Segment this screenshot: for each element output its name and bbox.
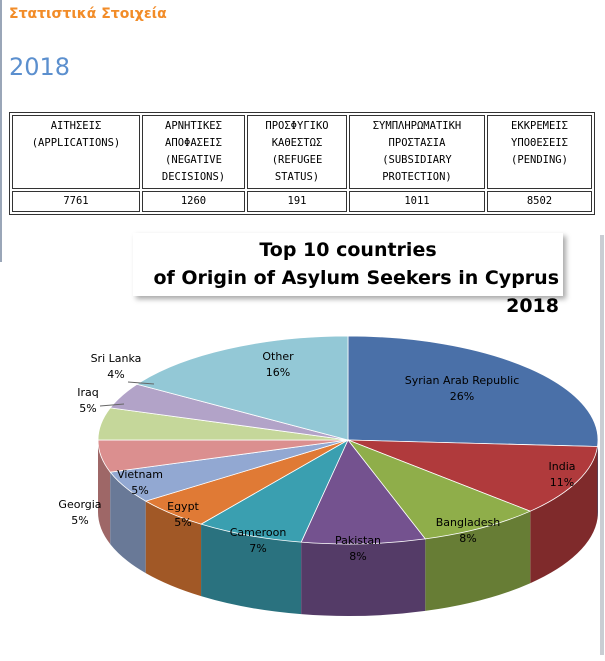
pie-label-pakistan: Pakistan <box>335 534 381 547</box>
header-refugee-status: ΠΡΟΣΦΥΓΙΚΟ ΚΑΘΕΣΤΩΣ (REFUGEE STATUS) <box>247 115 347 189</box>
pie-side-egypt <box>145 501 202 597</box>
chart-title: Top 10 countries of Origin of Asylum See… <box>133 233 563 317</box>
header-line: ΑΡΝΗΤΙΚΕΣ <box>165 120 222 132</box>
pie-value-india: 11% <box>550 476 574 489</box>
pie-label-egypt: Egypt <box>167 500 199 513</box>
header-line: ΠΡΟΣΦΥΓΙΚΟ <box>265 120 329 132</box>
leader-line-sri-lanka <box>127 381 155 385</box>
pie-slice-other <box>135 335 349 441</box>
value-applications: 7761 <box>12 191 140 212</box>
pie-value-sri-lanka: 4% <box>107 368 124 381</box>
header-subsidiary-protection: ΣΥΜΠΛΗΡΩΜΑΤΙΚΗ ΠΡΟΣΤΑΣΙΑ (SUBSIDIARY PRO… <box>349 115 485 189</box>
pie-side-pakistan <box>301 538 426 617</box>
chart-title-line-1: Top 10 countries <box>259 239 437 261</box>
pie-side-georgia <box>98 440 111 545</box>
pie-value-egypt: 5% <box>174 516 191 529</box>
header-line: ΥΠΟΘΕΣΕΙΣ <box>511 137 568 149</box>
header-line: (REFUGEE <box>271 154 323 166</box>
pie-label-vietnam: Vietnam <box>117 468 163 481</box>
pie-label-syrian-arab-republic: Syrian Arab Republic <box>405 374 520 387</box>
pie-side-cameroon <box>201 524 302 615</box>
pie-side-bangladesh <box>425 511 531 611</box>
value-subsidiary-protection: 1011 <box>349 191 485 212</box>
value-negative-decisions: 1260 <box>142 191 245 212</box>
pie-slice-pakistan <box>300 439 426 545</box>
year-heading: 2018 <box>9 53 71 81</box>
pie-label-georgia: Georgia <box>58 498 101 511</box>
pie-label-cameroon: Cameroon <box>230 526 287 539</box>
pie-value-other: 16% <box>266 366 290 379</box>
header-applications: ΑΙΤΗΣΕΙΣ (APPLICATIONS) <box>12 115 140 189</box>
right-border <box>600 235 604 655</box>
statistics-table: ΑΙΤΗΣΕΙΣ (APPLICATIONS) ΑΡΝΗΤΙΚΕΣ ΑΠΟΦΑΣ… <box>9 112 595 215</box>
header-line: ΑΙΤΗΣΕΙΣ <box>50 120 102 132</box>
pie-value-iraq: 5% <box>79 402 96 415</box>
pie-slice-bangladesh <box>346 439 532 540</box>
pie-value-georgia: 5% <box>71 514 88 527</box>
header-negative-decisions: ΑΡΝΗΤΙΚΕΣ ΑΠΟΦΑΣΕΙΣ (NEGATIVE DECISIONS) <box>142 115 245 189</box>
header-line: (NEGATIVE <box>165 154 222 166</box>
left-border <box>0 0 2 262</box>
header-line: ΠΡΟΣΤΑΣΙΑ <box>388 137 446 149</box>
pie-value-syrian-arab-republic: 26% <box>450 390 474 403</box>
pie-value-bangladesh: 8% <box>459 532 476 545</box>
pie-label-iraq: Iraq <box>77 386 99 399</box>
pie-value-cameroon: 7% <box>249 542 266 555</box>
table-values-row: 7761 1260 191 1011 8502 <box>12 191 592 212</box>
pie-value-vietnam: 5% <box>131 484 148 497</box>
header-line: ΕΚΚΡΕΜΕΙΣ <box>511 120 568 132</box>
pie-slice-cameroon <box>200 439 349 543</box>
value-refugee-status: 191 <box>247 191 347 212</box>
pie-value-pakistan: 8% <box>349 550 366 563</box>
pie-slice-syrian-arab-republic <box>347 335 599 447</box>
page-title: Στατιστικά Στοιχεία <box>9 6 167 22</box>
header-line: ΑΠΟΦΑΣΕΙΣ <box>165 137 222 149</box>
header-line: ΚΑΘΕΣΤΩΣ <box>271 137 323 149</box>
header-line: DECISIONS) <box>161 171 226 183</box>
header-line: (SUBSIDIARY <box>382 154 452 166</box>
header-line: (PENDING) <box>511 154 568 166</box>
pie-label-sri-lanka: Sri Lanka <box>91 352 142 365</box>
pie-slice-india <box>347 439 598 512</box>
pie-label-bangladesh: Bangladesh <box>436 516 501 529</box>
pie-side-india <box>530 446 598 584</box>
leader-line-iraq <box>99 403 125 407</box>
pie-label-india: India <box>549 460 576 473</box>
value-pending: 8502 <box>487 191 592 212</box>
chart-title-line-2: of Origin of Asylum Seekers in Cyprus 20… <box>153 267 559 317</box>
table-header-row: ΑΙΤΗΣΕΙΣ (APPLICATIONS) ΑΡΝΗΤΙΚΕΣ ΑΠΟΦΑΣ… <box>12 115 592 189</box>
header-line: ΣΥΜΠΛΗΡΩΜΑΤΙΚΗ <box>372 120 462 132</box>
header-pending: ΕΚΚΡΕΜΕΙΣ ΥΠΟΘΕΣΕΙΣ (PENDING) <box>487 115 592 189</box>
header-line: PROTECTION) <box>382 171 452 183</box>
header-line: STATUS) <box>274 171 320 183</box>
pie-side-vietnam <box>110 472 146 574</box>
header-line: (APPLICATIONS) <box>31 137 121 149</box>
pie-label-other: Other <box>262 350 294 363</box>
